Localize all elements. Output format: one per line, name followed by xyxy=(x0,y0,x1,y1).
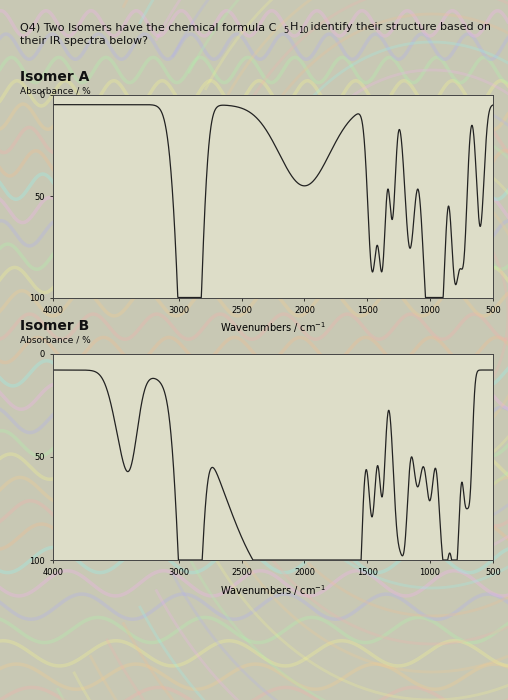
Text: Absorbance / %: Absorbance / % xyxy=(20,87,91,96)
X-axis label: Wavenumbers / cm$^{-1}$: Wavenumbers / cm$^{-1}$ xyxy=(220,583,326,598)
Text: Q4) Two Isomers have the chemical formula C: Q4) Two Isomers have the chemical formul… xyxy=(20,22,277,32)
Text: Isomer A: Isomer A xyxy=(20,70,90,84)
Text: 10: 10 xyxy=(298,26,309,35)
Text: Isomer B: Isomer B xyxy=(20,318,89,332)
X-axis label: Wavenumbers / cm$^{-1}$: Wavenumbers / cm$^{-1}$ xyxy=(220,321,326,335)
Text: 5: 5 xyxy=(283,26,289,35)
Text: Absorbance / %: Absorbance / % xyxy=(20,335,91,344)
Text: identify their structure based on: identify their structure based on xyxy=(307,22,491,32)
Text: their IR spectra below?: their IR spectra below? xyxy=(20,36,148,46)
Text: H: H xyxy=(290,22,298,32)
